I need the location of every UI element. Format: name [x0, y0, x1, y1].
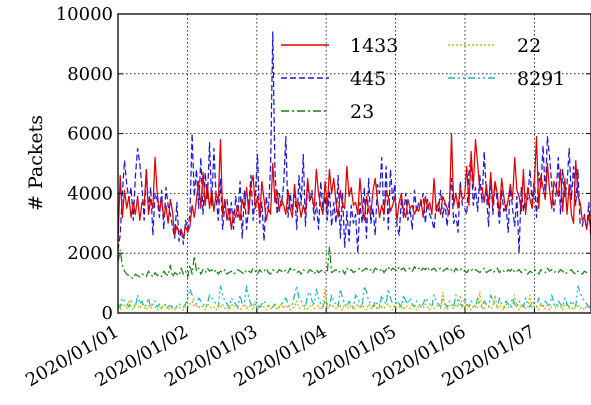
- legend-label-8291: 8291: [517, 68, 565, 90]
- plot-frame: [117, 13, 591, 314]
- y-tick-label-1: 2000: [67, 243, 113, 264]
- legend-label-23: 23: [350, 101, 374, 123]
- series-layer: [117, 31, 591, 311]
- legend-label-445: 445: [350, 68, 386, 90]
- legend: 1433 445 23 22 8291: [281, 35, 565, 123]
- series-line-23: [117, 246, 590, 280]
- y-tick-label-3: 6000: [67, 124, 113, 145]
- legend-label-1433: 1433: [350, 35, 398, 57]
- grid-lines: [118, 14, 591, 313]
- x-axis-ticks: 2020/01/012020/01/022020/01/032020/01/04…: [22, 308, 539, 391]
- y-tick-label-0: 0: [102, 303, 113, 324]
- series-line-8291: [117, 285, 591, 310]
- y-tick-label-4: 8000: [67, 64, 113, 85]
- y-axis-label: # Packets: [25, 115, 47, 211]
- legend-label-22: 22: [517, 35, 541, 57]
- series-line-445: [117, 31, 591, 254]
- y-axis-ticks: 0 2000 4000 6000 8000 10000: [56, 4, 591, 324]
- y-tick-label-5: 10000: [56, 4, 113, 25]
- series-line-22: [117, 288, 591, 311]
- y-tick-label-2: 4000: [67, 183, 113, 204]
- series-line-1433: [117, 132, 591, 242]
